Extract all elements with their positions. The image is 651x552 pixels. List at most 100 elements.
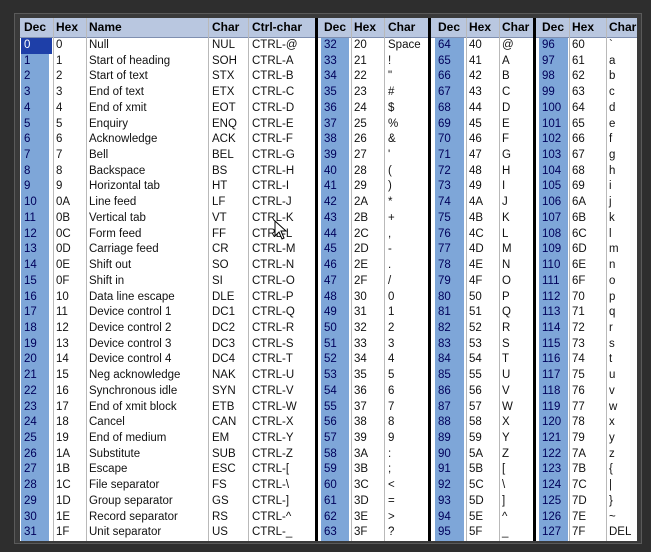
dec-cell: 104	[542, 164, 562, 177]
char-cell: t	[609, 353, 613, 366]
table-row: 16 10 Data line escape DLE CTRL-P 48 30 0 80 50 P 1…	[20, 290, 637, 306]
char-cell: -	[388, 243, 392, 256]
char-cell: I	[502, 180, 506, 193]
char-cell: E	[502, 117, 510, 130]
dec-cell: 68	[438, 101, 451, 114]
dec-cell: 53	[324, 369, 337, 382]
char-cell: O	[502, 274, 511, 287]
ctrl-char-cell: CTRL-R	[252, 321, 295, 334]
hex-cell: 25	[354, 117, 367, 130]
dec-cell: 37	[324, 117, 337, 130]
dec-cell: 86	[438, 384, 451, 397]
hex-cell: 46	[469, 133, 482, 146]
dec-cell: 42	[324, 196, 337, 209]
char-cell: ]	[502, 494, 506, 507]
dec-cell: 118	[542, 384, 561, 397]
char-cell: b	[609, 70, 616, 83]
dec-cell: 65	[438, 54, 451, 67]
ctrl-char-cell: CTRL-W	[252, 400, 297, 413]
dec-cell: 108	[542, 227, 562, 240]
char-cell: ~	[609, 510, 616, 523]
hex-cell: 6	[56, 133, 63, 146]
char-cell: B	[502, 70, 510, 83]
dec-cell: 56	[324, 416, 337, 429]
name-cell: Enquiry	[89, 117, 128, 130]
hex-cell: 2E	[354, 259, 369, 272]
char-cell: SYN	[212, 384, 236, 397]
dec-column-bg-3	[435, 38, 464, 541]
char-cell: L	[502, 227, 509, 240]
dec-cell: 120	[542, 416, 562, 429]
ctrl-char-cell: CTRL-[	[252, 463, 290, 476]
dec-cell: 64	[438, 39, 451, 51]
hex-cell: 20	[354, 39, 367, 51]
hex-cell: 7F	[572, 526, 586, 539]
dec-cell: 1	[24, 54, 31, 67]
header-char-block-2: Char	[388, 20, 416, 34]
char-cell: ACK	[212, 133, 236, 146]
hex-cell: 0C	[56, 227, 71, 240]
dec-cell: 115	[542, 337, 561, 350]
char-cell: S	[502, 337, 510, 350]
ctrl-char-cell: CTRL-H	[252, 164, 295, 177]
table-row: 3 3 End of text ETX CTRL-C 35 23 #67 43 C 99 63 c	[20, 85, 637, 101]
char-cell: DC3	[212, 337, 236, 350]
hex-cell: 4C	[469, 227, 484, 240]
table-row: 28 1C File separator FS CTRL-\ 60 3C <92 5C \ 124 7…	[20, 478, 637, 494]
ctrl-char-cell: CTRL-\	[252, 479, 290, 492]
dec-cell: 36	[324, 101, 337, 114]
dec-cell: 78	[438, 259, 451, 272]
char-cell: [	[502, 463, 506, 476]
hex-cell: 42	[469, 70, 482, 83]
name-cell: Acknowledge	[89, 133, 158, 146]
char-cell: EM	[212, 431, 230, 444]
name-cell: Group separator	[89, 494, 173, 507]
dec-cell: 60	[324, 479, 337, 492]
hex-cell: 79	[572, 431, 585, 444]
name-cell: End of medium	[89, 431, 167, 444]
table-row: 27 1B Escape ESC CTRL-[59 3B; 91 5B [123 7B {	[20, 462, 637, 478]
ctrl-char-cell: CTRL-Z	[252, 447, 293, 460]
name-cell: Backspace	[89, 164, 146, 177]
char-cell: )	[388, 180, 392, 193]
name-cell: Null	[89, 39, 109, 51]
char-cell: 8	[388, 416, 395, 429]
dec-cell: 98	[542, 70, 555, 83]
dec-cell: 27	[24, 463, 37, 476]
char-cell: g	[609, 149, 616, 162]
dec-column-bg-2	[321, 38, 349, 541]
hex-cell: 54	[469, 353, 482, 366]
char-cell: NAK	[212, 369, 236, 382]
dec-cell: 93	[438, 494, 451, 507]
char-cell: +	[388, 211, 395, 224]
char-cell: 1	[388, 306, 395, 319]
name-cell: Horizontal tab	[89, 180, 160, 193]
dec-cell: 127	[542, 526, 562, 539]
char-cell: N	[502, 259, 511, 272]
ctrl-char-cell: CTRL-V	[252, 384, 294, 397]
char-cell: j	[609, 196, 612, 209]
hex-cell: 3F	[354, 526, 368, 539]
ctrl-char-cell: CTRL-C	[252, 86, 295, 99]
hex-cell: 4D	[469, 243, 484, 256]
hex-cell: 69	[572, 180, 585, 193]
hex-cell: 61	[572, 54, 585, 67]
hex-cell: 44	[469, 101, 482, 114]
char-cell: _	[502, 526, 509, 539]
ctrl-char-cell: CTRL-I	[252, 180, 290, 193]
dec-cell: 73	[438, 180, 451, 193]
hex-cell: 24	[354, 101, 367, 114]
dec-cell: 17	[24, 306, 37, 319]
char-cell: h	[609, 164, 616, 177]
char-cell: SOH	[212, 54, 237, 67]
dec-cell: 32	[324, 39, 337, 51]
char-cell: 3	[388, 337, 395, 350]
dec-cell: 51	[324, 337, 337, 350]
dec-cell: 103	[542, 149, 562, 162]
hex-cell: 23	[354, 86, 367, 99]
hex-cell: 7A	[572, 447, 587, 460]
name-cell: Substitute	[89, 447, 141, 460]
hex-cell: 1	[56, 54, 63, 67]
char-cell: u	[609, 369, 616, 382]
dec-cell: 95	[438, 526, 451, 539]
